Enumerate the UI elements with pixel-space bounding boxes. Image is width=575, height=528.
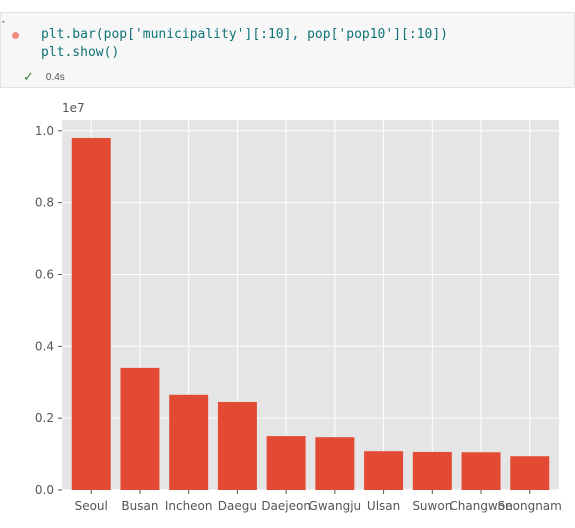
bar-changwon — [461, 452, 501, 490]
y-axis-ticks: 0.0 0.2 0.4 0.6 0.8 1.0 — [35, 124, 62, 497]
bars — [71, 137, 550, 490]
bar-daejeon — [266, 436, 306, 490]
cell-corner-marker: • — [1, 18, 6, 27]
y-tick-label-3: 0.6 — [35, 267, 54, 281]
bar-seoul — [71, 137, 111, 490]
x-tick-label-daegu: Daegu — [218, 499, 257, 513]
bar-seongnam — [510, 456, 550, 490]
chart-output: 0.0 0.2 0.4 0.6 0.8 1.0 Seoul Busan Incheon Daeg… — [0, 96, 575, 524]
bar-busan — [120, 367, 160, 490]
y-tick-label-1: 0.2 — [35, 411, 54, 425]
execution-time: 0.4s — [45, 71, 65, 83]
code-cell[interactable]: • plt.bar(pop['municipality'][:10], pop[… — [0, 12, 575, 88]
bar-ulsan — [364, 451, 404, 490]
x-tick-label-daejeon: Daejeon — [261, 499, 311, 513]
execution-status: ✓ 0.4s — [23, 69, 65, 85]
bar-incheon — [169, 394, 209, 490]
x-tick-label-seongnam: Seongnam — [498, 499, 562, 513]
x-tick-label-incheon: Incheon — [165, 499, 213, 513]
y-tick-label-0: 0.0 — [35, 483, 54, 497]
y-tick-label-5: 1.0 — [35, 124, 54, 138]
bar-daegu — [217, 401, 257, 490]
x-tick-label-suwon: Suwon — [412, 499, 452, 513]
run-status-dot-icon — [12, 32, 19, 39]
x-tick-label-seoul: Seoul — [75, 499, 108, 513]
x-tick-label-gwangju: Gwangju — [309, 499, 362, 513]
checkmark-icon: ✓ — [23, 69, 34, 85]
gridlines — [62, 120, 559, 491]
y-offset-label: 1e7 — [62, 101, 85, 115]
x-tick-label-busan: Busan — [121, 499, 158, 513]
x-tick-label-changwon: Changwon — [449, 499, 512, 513]
bar-chart: 0.0 0.2 0.4 0.6 0.8 1.0 Seoul Busan Incheon Daeg… — [35, 101, 562, 513]
code-line-1[interactable]: plt.bar(pop['municipality'][:10], pop['p… — [41, 27, 448, 42]
code-line-2[interactable]: plt.show() — [41, 45, 120, 60]
y-tick-label-4: 0.8 — [35, 196, 54, 210]
bar-suwon — [412, 451, 452, 490]
y-tick-label-2: 0.4 — [35, 339, 54, 353]
x-tick-label-ulsan: Ulsan — [367, 499, 400, 513]
bar-gwangju — [315, 437, 355, 490]
